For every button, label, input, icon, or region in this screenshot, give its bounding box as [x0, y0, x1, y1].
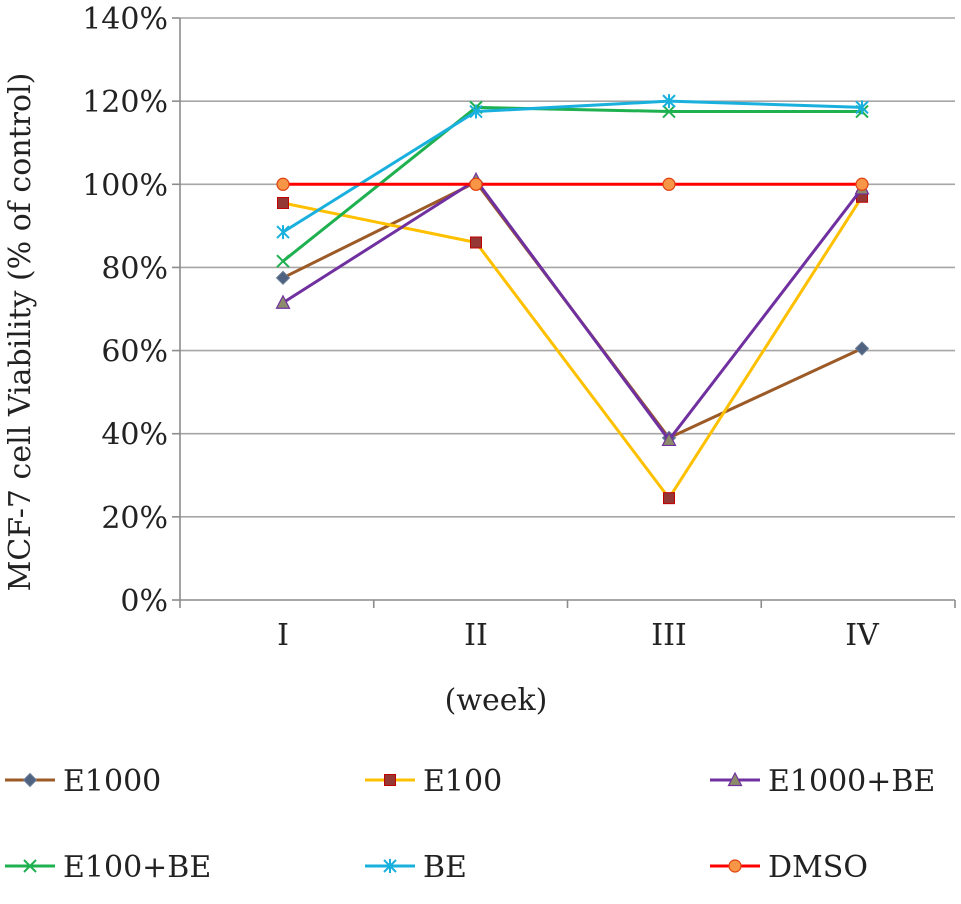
- legend-label: BE: [423, 850, 467, 885]
- data-point: [855, 177, 869, 191]
- legend-marker: [728, 859, 742, 873]
- y-tick-label: 20%: [101, 501, 168, 536]
- data-point: [470, 236, 482, 249]
- y-tick-label: 120%: [82, 85, 168, 120]
- data-point: [662, 177, 676, 191]
- legend-label: E100+BE: [63, 850, 211, 885]
- y-tick-label: 40%: [101, 418, 168, 453]
- legend-item: E100: [365, 764, 502, 799]
- data-point: [662, 104, 676, 119]
- y-tick-label: 0%: [120, 584, 168, 619]
- data-point: [275, 270, 291, 286]
- series-group: [275, 94, 870, 505]
- legend: E1000 E100 E1000+BE E100+BE BE DMSO: [5, 764, 935, 885]
- legend-item: E1000+BE: [710, 764, 935, 799]
- x-tick-label: IV: [845, 618, 880, 653]
- y-tick-label: 60%: [101, 335, 168, 370]
- legend-item: E1000: [5, 764, 161, 799]
- data-point: [276, 254, 290, 268]
- axes: 0%20%40%60%80%100%120%140%I II III IV: [82, 2, 956, 653]
- data-point: [855, 100, 869, 115]
- data-point: [277, 196, 289, 209]
- legend-marker: [23, 859, 37, 873]
- x-tick-label: III: [651, 618, 687, 653]
- legend-item: E100+BE: [5, 850, 211, 885]
- data-point: [469, 177, 483, 191]
- data-point: [276, 225, 290, 240]
- legend-marker: [384, 774, 396, 786]
- data-point: [276, 177, 290, 191]
- data-point: [854, 341, 870, 356]
- series-line: [282, 195, 864, 500]
- series-dmso: [276, 177, 869, 191]
- data-point: [469, 104, 483, 119]
- x-axis-title: (week): [445, 683, 548, 718]
- legend-marker: [383, 859, 397, 873]
- data-point: [663, 492, 675, 505]
- series-e1000-plus-be: [275, 171, 870, 447]
- series-e100: [277, 190, 868, 505]
- x-tick-label: II: [464, 618, 488, 653]
- legend-marker: [727, 771, 743, 787]
- x-tick-label: I: [277, 618, 289, 653]
- series-line: [282, 178, 864, 442]
- y-axis-title: MCF-7 cell Viability (% of control): [3, 73, 38, 592]
- legend-label: E1000: [63, 764, 161, 799]
- legend-item: DMSO: [710, 850, 868, 885]
- legend-label: DMSO: [768, 850, 868, 885]
- y-tick-label: 100%: [82, 168, 168, 203]
- labels: MCF-7 cell Viability (% of control) (wee…: [3, 73, 547, 718]
- gridlines: [180, 17, 955, 518]
- series-line: [282, 99, 863, 234]
- legend-marker: [22, 772, 38, 788]
- legend-label: E100: [423, 764, 502, 799]
- y-tick-label: 80%: [101, 251, 168, 286]
- data-point: [662, 94, 676, 109]
- legend-item: BE: [365, 850, 467, 885]
- series-be: [276, 94, 869, 240]
- legend-label: E1000+BE: [768, 764, 935, 799]
- y-tick-label: 140%: [82, 2, 168, 37]
- data-point: [661, 431, 677, 447]
- data-point: [275, 294, 291, 309]
